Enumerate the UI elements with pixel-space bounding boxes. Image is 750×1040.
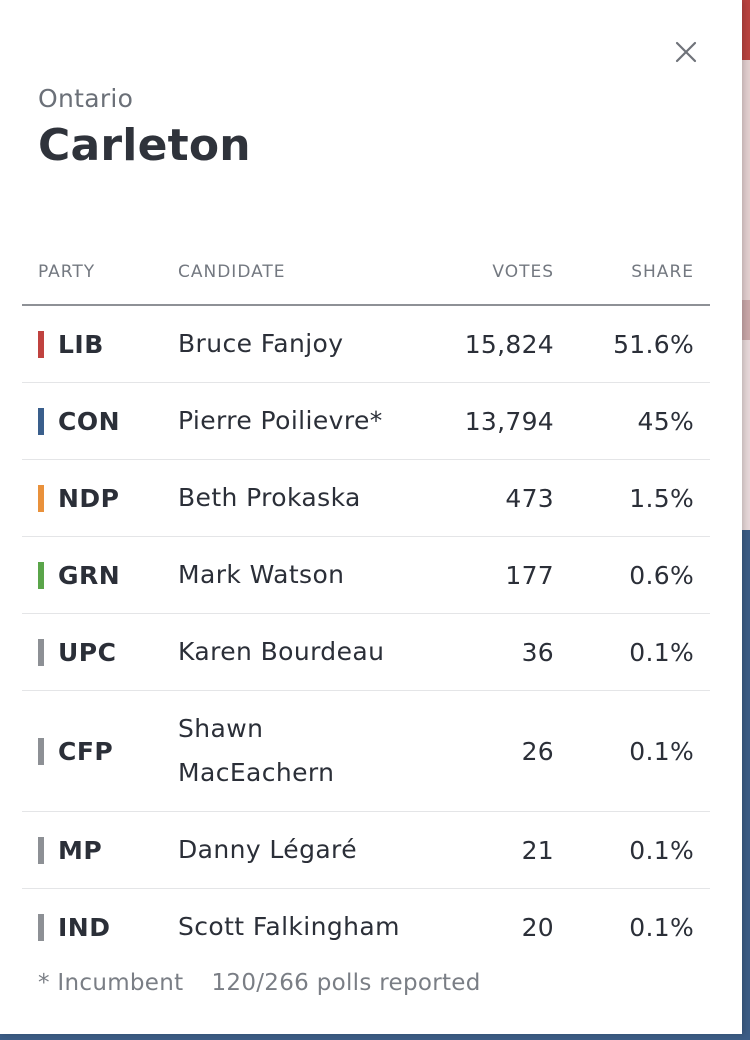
party-cell: MP bbox=[38, 812, 102, 888]
candidate-name: Danny Légaré bbox=[178, 835, 357, 864]
table-row: MP Danny Légaré 21 0.1% bbox=[22, 812, 710, 889]
polls-reported: 120/266 polls reported bbox=[211, 970, 481, 996]
table-row: CON Pierre Poilievre* 13,794 45% bbox=[22, 383, 710, 460]
party-abbreviation: MP bbox=[58, 835, 103, 865]
results-table: PARTY CANDIDATE VOTES SHARE LIB Bruce Fan… bbox=[22, 244, 710, 944]
party-abbreviation: UPC bbox=[58, 637, 117, 667]
candidate-name: Beth Prokaska bbox=[178, 483, 361, 512]
table-header: PARTY CANDIDATE VOTES SHARE bbox=[22, 244, 710, 306]
votes-count: 15,824 bbox=[464, 329, 554, 359]
province-label: Ontario bbox=[38, 84, 134, 113]
party-color-bar bbox=[38, 407, 44, 435]
candidate-name: Mark Watson bbox=[178, 560, 345, 589]
table-row: LIB Bruce Fanjoy 15,824 51.6% bbox=[22, 306, 710, 383]
party-cell: LIB bbox=[38, 306, 104, 382]
party-cell: UPC bbox=[38, 614, 116, 690]
party-color-bar bbox=[38, 913, 44, 941]
party-abbreviation: IND bbox=[58, 912, 111, 942]
column-header-candidate: CANDIDATE bbox=[178, 262, 286, 282]
votes-count: 26 bbox=[521, 736, 554, 766]
candidate-name: Pierre Poilievre* bbox=[178, 406, 383, 435]
party-abbreviation: CON bbox=[58, 406, 121, 436]
vote-share: 0.6% bbox=[629, 560, 694, 590]
candidate-name: Shawn MacEachern bbox=[178, 714, 335, 787]
map-edge bbox=[0, 1034, 750, 1040]
table-row: CFP Shawn MacEachern 26 0.1% bbox=[22, 691, 710, 812]
party-abbreviation: CFP bbox=[58, 736, 114, 766]
vote-share: 1.5% bbox=[629, 483, 694, 513]
candidate-name: Karen Bourdeau bbox=[178, 637, 385, 666]
party-color-bar bbox=[38, 561, 44, 589]
party-cell: IND bbox=[38, 889, 110, 944]
votes-count: 473 bbox=[505, 483, 554, 513]
votes-count: 36 bbox=[521, 637, 554, 667]
table-row: GRN Mark Watson 177 0.6% bbox=[22, 537, 710, 614]
party-cell: CON bbox=[38, 383, 120, 459]
column-header-party: PARTY bbox=[38, 262, 96, 282]
party-abbreviation: GRN bbox=[58, 560, 121, 590]
party-abbreviation: NDP bbox=[58, 483, 120, 513]
party-color-bar bbox=[38, 330, 44, 358]
results-footer: * Incumbent 120/266 polls reported bbox=[38, 970, 481, 996]
table-row: NDP Beth Prokaska 473 1.5% bbox=[22, 460, 710, 537]
column-header-share: SHARE bbox=[631, 262, 694, 282]
party-color-bar bbox=[38, 737, 44, 765]
vote-share: 45% bbox=[637, 406, 694, 436]
votes-count: 21 bbox=[521, 835, 554, 865]
vote-share: 0.1% bbox=[629, 835, 694, 865]
votes-count: 177 bbox=[505, 560, 554, 590]
table-row: IND Scott Falkingham 20 0.1% bbox=[22, 889, 710, 944]
party-abbreviation: LIB bbox=[58, 329, 104, 359]
party-cell: NDP bbox=[38, 460, 120, 536]
incumbent-note: * Incumbent bbox=[38, 970, 184, 996]
vote-share: 0.1% bbox=[629, 637, 694, 667]
votes-count: 13,794 bbox=[464, 406, 554, 436]
vote-share: 0.1% bbox=[629, 912, 694, 942]
party-color-bar bbox=[38, 484, 44, 512]
vote-share: 51.6% bbox=[613, 329, 694, 359]
table-body: LIB Bruce Fanjoy 15,824 51.6% CON Pierre Poil… bbox=[22, 306, 710, 944]
party-color-bar bbox=[38, 638, 44, 666]
map-region-liberal bbox=[742, 0, 750, 530]
close-icon bbox=[675, 41, 697, 63]
map-region-conservative bbox=[742, 530, 750, 1040]
column-header-votes: VOTES bbox=[492, 262, 554, 282]
party-cell: CFP bbox=[38, 691, 113, 811]
close-button[interactable] bbox=[668, 34, 704, 70]
party-color-bar bbox=[38, 836, 44, 864]
table-row: UPC Karen Bourdeau 36 0.1% bbox=[22, 614, 710, 691]
riding-title: Carleton bbox=[38, 120, 251, 171]
candidate-name: Scott Falkingham bbox=[178, 912, 400, 941]
votes-count: 20 bbox=[521, 912, 554, 942]
party-cell: GRN bbox=[38, 537, 120, 613]
candidate-name: Bruce Fanjoy bbox=[178, 329, 344, 358]
vote-share: 0.1% bbox=[629, 736, 694, 766]
